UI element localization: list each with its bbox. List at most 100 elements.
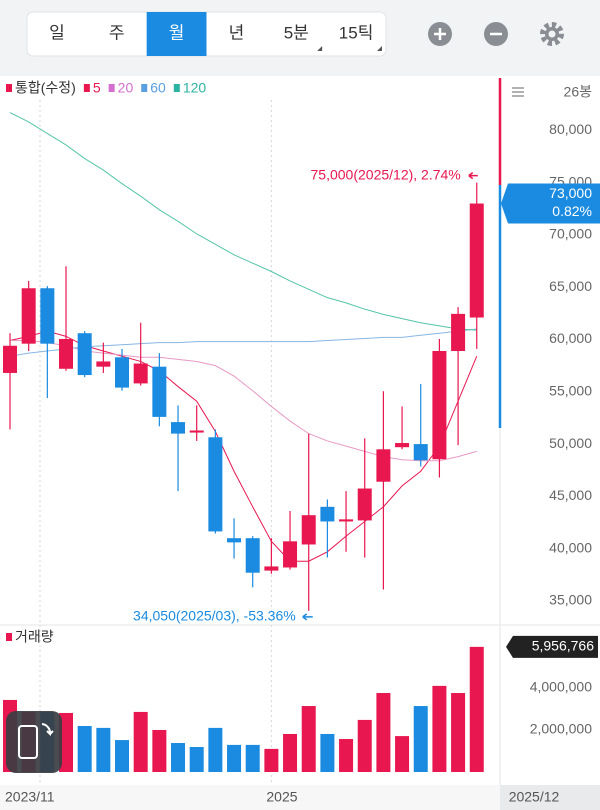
volume-bar [339,739,354,772]
legend-swatch [141,84,148,92]
min-arrow [302,613,313,621]
price-tag [501,183,600,224]
candle-body [171,422,186,434]
candle-body [115,357,130,388]
volume-tag [506,635,598,658]
candle-body [208,437,223,532]
candle-body [21,288,36,344]
max-annotation: 75,000(2025/12), 2.74% [311,166,461,182]
volume-tick-label: 2,000,000 [530,721,592,737]
candle-body [133,363,148,384]
legend-swatch [83,84,90,92]
menu-icon[interactable] [512,87,524,97]
price-tag-value: 73,000 [549,185,592,201]
candle-body [301,515,316,545]
zoom-out[interactable] [484,22,508,46]
candle-body [264,566,279,571]
candle-body [451,313,466,351]
candle-body [77,333,92,376]
cursor-date-bg [500,785,600,810]
candle-body [469,203,484,318]
tab[interactable]: 년 [229,23,245,42]
candle-body [245,538,260,573]
floating-button-icon [18,725,38,759]
zoom-in[interactable] [428,22,452,46]
volume-bar [432,685,447,772]
volume-bar [208,727,223,772]
volume-bar [171,743,186,772]
volume-bar [133,711,148,772]
tab[interactable]: 5분 [284,23,309,42]
y-tick-label: 80,000 [549,121,592,137]
volume-bar [376,693,391,772]
candle-body [432,350,447,460]
tab-corner [317,46,323,51]
y-tick-label: 50,000 [549,435,592,451]
legend-swatch [108,84,115,92]
volume-bar [77,725,92,772]
candle-body [227,538,242,543]
candle-body [339,519,354,522]
min-annotation: 34,050(2025/03), -53.36% [133,608,296,624]
volume-tick-label: 4,000,000 [530,679,592,695]
legend-swatch [173,84,180,92]
ma-line [9,112,477,331]
volume-bar [115,740,130,772]
volume-bar [357,719,372,772]
legend-label: 60 [150,80,166,96]
tab[interactable]: 15틱 [339,23,374,42]
volume-bar [301,706,316,772]
bar-count: 26봉 [564,84,593,100]
volume-bar [264,748,279,772]
cursor-date: 2025/12 [509,789,560,805]
tab-selected-bg [146,12,207,56]
volume-bar [320,733,335,772]
legend-swatch [6,84,12,92]
y-tick-label: 65,000 [549,278,592,294]
y-tick-label: 55,000 [549,382,592,398]
max-arrow [468,172,478,180]
volume-bar [189,747,204,772]
candle-body [96,361,111,367]
floating-button[interactable] [6,711,62,773]
x-tick-label: 2025 [266,789,297,805]
y-tick-label: 45,000 [549,487,592,503]
volume-tag-value: 5,956,766 [532,638,594,654]
volume-bar [395,736,410,772]
candle-body [413,444,428,461]
volume-bar [469,646,484,772]
candle-body [59,338,74,369]
volume-bar [96,727,111,772]
volume-bar [152,729,167,772]
tab-corner [377,46,382,51]
legend-label: 5 [93,80,101,96]
settings[interactable] [540,22,564,46]
volume-bar [451,693,466,772]
tab[interactable]: 일 [49,23,65,42]
x-tick-label: 2023/11 [5,789,55,805]
candle-body [376,449,391,482]
volume-bar [413,706,428,772]
y-tick-label: 35,000 [549,592,592,608]
candle-body [283,541,298,568]
candle-body [40,288,55,344]
legend-label: 통합(수정) [15,80,76,96]
tab[interactable]: 주 [109,23,125,42]
candle-body [320,506,335,522]
volume-bar [283,733,298,772]
price-tag-change: 0.82% [552,203,592,219]
y-tick-label: 60,000 [549,330,592,346]
legend-label: 120 [183,80,207,96]
legend-swatch [6,633,12,641]
volume-title: 거래량 [15,629,54,645]
candle-body [3,345,17,373]
tab[interactable]: 월 [169,23,185,42]
candle-body [152,366,167,417]
y-tick-label: 40,000 [549,539,592,555]
volume-bar [245,744,260,772]
volume-bar [227,744,242,772]
floating-button-bg [6,711,62,773]
candle-body [357,488,372,521]
candle-body [395,443,410,448]
